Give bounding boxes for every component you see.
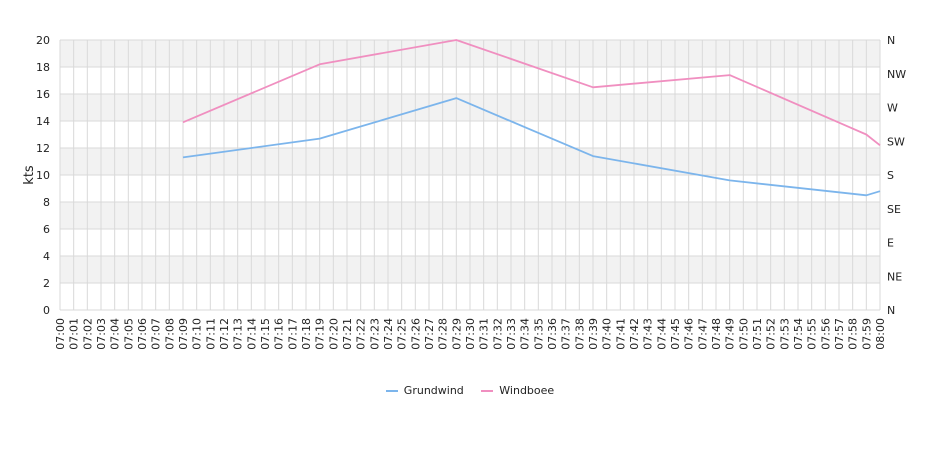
x-tick-label: 07:17 bbox=[286, 318, 299, 350]
direction-tick-label: SE bbox=[887, 203, 901, 216]
x-tick-label: 07:21 bbox=[341, 318, 354, 350]
legend: Grundwind Windboee bbox=[0, 384, 940, 397]
y-tick-label: 0 bbox=[43, 304, 50, 317]
x-tick-label: 07:36 bbox=[546, 318, 559, 350]
x-tick-label: 07:22 bbox=[355, 318, 368, 350]
x-tick-label: 07:29 bbox=[450, 318, 463, 350]
x-tick-label: 07:26 bbox=[409, 318, 422, 350]
y-axis-ticks: 0 2 4 6 8 10 12 14 16 18 20 bbox=[36, 34, 50, 317]
x-tick-label: 07:23 bbox=[368, 318, 381, 350]
series-line-grundwind bbox=[182, 97, 881, 197]
x-tick-label: 07:40 bbox=[601, 318, 614, 350]
x-tick-label: 07:14 bbox=[245, 318, 258, 350]
x-tick-label: 07:31 bbox=[478, 318, 491, 350]
x-tick-label: 07:24 bbox=[382, 318, 395, 350]
x-tick-label: 07:58 bbox=[847, 318, 860, 350]
direction-tick-label: SW bbox=[887, 135, 905, 148]
x-tick-label: 07:35 bbox=[532, 318, 545, 350]
x-tick-label: 07:48 bbox=[710, 318, 723, 350]
legend-item-windboee[interactable]: Windboee bbox=[481, 384, 554, 397]
x-tick-label: 07:41 bbox=[614, 318, 627, 350]
direction-axis-ticks: N NE E SE S SW W NW N bbox=[887, 34, 906, 317]
direction-tick-label: N bbox=[887, 34, 895, 47]
x-tick-label: 07:30 bbox=[464, 318, 477, 350]
x-tick-label: 07:07 bbox=[150, 318, 163, 350]
x-tick-label: 07:15 bbox=[259, 318, 272, 350]
x-tick-label: 07:11 bbox=[204, 318, 217, 350]
x-tick-label: 07:33 bbox=[505, 318, 518, 350]
legend-swatch bbox=[481, 390, 494, 392]
x-tick-label: 07:32 bbox=[491, 318, 504, 350]
x-tick-label: 07:20 bbox=[327, 318, 340, 350]
x-tick-label: 07:28 bbox=[437, 318, 450, 350]
x-tick-label: 07:45 bbox=[669, 318, 682, 350]
y-tick-label: 18 bbox=[36, 61, 50, 74]
y-tick-label: 6 bbox=[43, 223, 50, 236]
x-tick-label: 07:39 bbox=[587, 318, 600, 350]
x-tick-label: 07:05 bbox=[122, 318, 135, 350]
x-tick-label: 07:34 bbox=[519, 318, 532, 350]
direction-tick-label: NW bbox=[887, 68, 906, 81]
x-tick-label: 07:56 bbox=[819, 318, 832, 350]
x-tick-label: 07:16 bbox=[273, 318, 286, 350]
x-tick-label: 07:54 bbox=[792, 318, 805, 350]
series-lines bbox=[182, 39, 881, 197]
x-tick-label: 07:19 bbox=[314, 318, 327, 350]
y-tick-label: 8 bbox=[43, 196, 50, 209]
x-tick-label: 07:44 bbox=[655, 318, 668, 350]
x-tick-label: 07:49 bbox=[724, 318, 737, 350]
x-tick-label: 07:25 bbox=[396, 318, 409, 350]
direction-tick-label: S bbox=[887, 169, 894, 182]
y-tick-label: 10 bbox=[36, 169, 50, 182]
x-tick-label: 07:38 bbox=[573, 318, 586, 350]
y-tick-label: 20 bbox=[36, 34, 50, 47]
x-tick-label: 07:12 bbox=[218, 318, 231, 350]
x-tick-label: 07:13 bbox=[232, 318, 245, 350]
x-tick-label: 07:03 bbox=[95, 318, 108, 350]
x-tick-label: 07:46 bbox=[683, 318, 696, 350]
x-tick-label: 07:53 bbox=[778, 318, 791, 350]
direction-tick-label: NE bbox=[887, 270, 902, 283]
x-tick-label: 07:42 bbox=[628, 318, 641, 350]
x-tick-label: 07:10 bbox=[191, 318, 204, 350]
x-tick-label: 07:51 bbox=[751, 318, 764, 350]
y-axis-label: kts bbox=[22, 165, 37, 185]
x-tick-label: 07:08 bbox=[163, 318, 176, 350]
legend-label: Grundwind bbox=[403, 384, 464, 397]
y-tick-label: 12 bbox=[36, 142, 50, 155]
x-tick-label: 07:37 bbox=[560, 318, 573, 350]
x-tick-label: 07:04 bbox=[109, 318, 122, 350]
x-tick-label: 07:43 bbox=[642, 318, 655, 350]
y-tick-label: 4 bbox=[43, 250, 50, 263]
x-tick-label: 07:59 bbox=[860, 318, 873, 350]
x-tick-label: 07:57 bbox=[833, 318, 846, 350]
y-tick-label: 2 bbox=[43, 277, 50, 290]
x-tick-label: 07:47 bbox=[696, 318, 709, 350]
x-tick-label: 07:52 bbox=[765, 318, 778, 350]
x-tick-label: 07:06 bbox=[136, 318, 149, 350]
x-tick-label: 07:27 bbox=[423, 318, 436, 350]
series-line-windboee bbox=[182, 39, 881, 147]
x-tick-label: 07:00 bbox=[54, 318, 67, 350]
y-tick-label: 16 bbox=[36, 88, 50, 101]
y-tick-label: 14 bbox=[36, 115, 50, 128]
x-axis-ticks: 07:00 07:01 07:02 07:03 07:04 07:05 07:06 07:07… bbox=[54, 318, 887, 350]
direction-tick-label: E bbox=[887, 237, 894, 250]
x-tick-label: 07:02 bbox=[81, 318, 94, 350]
x-tick-label: 07:09 bbox=[177, 318, 190, 350]
x-tick-label: 07:18 bbox=[300, 318, 313, 350]
horizontal-gridlines bbox=[60, 39, 880, 311]
x-tick-label: 07:01 bbox=[68, 318, 81, 350]
legend-label: Windboee bbox=[499, 384, 555, 397]
x-tick-label: 07:55 bbox=[806, 318, 819, 350]
legend-swatch bbox=[385, 390, 398, 392]
x-tick-label: 07:50 bbox=[737, 318, 750, 350]
direction-tick-label: W bbox=[887, 102, 898, 115]
legend-item-grundwind[interactable]: Grundwind bbox=[385, 384, 464, 397]
direction-tick-label: N bbox=[887, 304, 895, 317]
x-tick-label: 08:00 bbox=[874, 318, 887, 350]
